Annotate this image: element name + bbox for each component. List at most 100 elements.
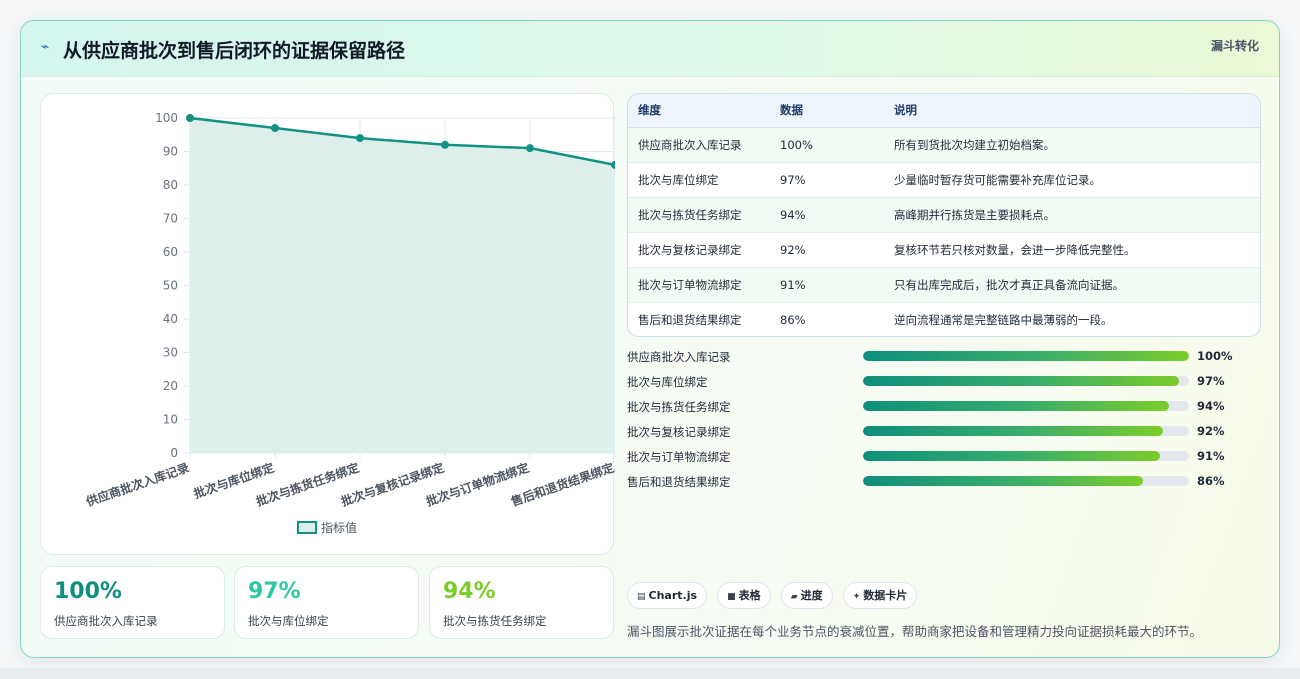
progress-label: 供应商批次入库记录 [627, 350, 731, 364]
cell-note: 高峰期并行拣货是主要损耗点。 [894, 197, 1260, 233]
y-tick-label: 70 [163, 212, 178, 226]
progress-row: 批次与订单物流绑定 91% [627, 447, 1261, 472]
progress-track [863, 376, 1189, 386]
column-header-note[interactable]: 说明 [894, 94, 1260, 128]
chip-label: 进度 [800, 589, 823, 602]
table-row: 售后和退货结果绑定 86% 逆向流程通常是完整链路中最薄弱的一段。 [628, 302, 1260, 336]
y-tick-label: 40 [163, 312, 178, 326]
page-bottom-bar [0, 668, 1300, 679]
chip-progress[interactable]: ▰ 进度 [780, 582, 833, 609]
progress-fill [863, 401, 1170, 411]
tech-chips: ▤ Chart.js ■ 表格 ▰ 进度 ✦ 数据卡片 [627, 582, 922, 610]
progress-track [863, 451, 1189, 461]
category-tag: 漏斗转化 [1210, 39, 1259, 53]
table-row: 批次与拣货任务绑定 94% 高峰期并行拣货是主要损耗点。 [628, 197, 1260, 233]
cell-dimension: 批次与拣货任务绑定 [628, 197, 780, 233]
chart-icon: ▤ [637, 592, 646, 602]
y-tick-label: 50 [163, 279, 178, 293]
table-icon: ■ [727, 592, 736, 602]
cell-dimension: 供应商批次入库记录 [628, 127, 780, 163]
progress-row: 供应商批次入库记录 100% [627, 347, 1261, 372]
chip-label: Chart.js [648, 589, 698, 602]
legend-swatch [297, 521, 317, 534]
stat-label: 批次与库位绑定 [248, 614, 329, 628]
chip-data-card[interactable]: ✦ 数据卡片 [842, 582, 918, 609]
y-tick-label: 10 [163, 413, 178, 427]
stat-card-3: 94% 批次与拣货任务绑定 [429, 566, 614, 639]
progress-row: 批次与复核记录绑定 92% [627, 422, 1261, 447]
cell-value: 94% [780, 197, 894, 233]
y-tick-label: 0 [170, 446, 178, 460]
progress-track [863, 351, 1189, 361]
progress-track [863, 476, 1189, 486]
data-point [356, 134, 364, 143]
data-point [526, 144, 534, 153]
series-line [189, 116, 615, 167]
cell-dimension: 批次与库位绑定 [628, 162, 780, 198]
progress-fill [863, 476, 1144, 486]
progress-fill [863, 451, 1160, 461]
cell-value: 92% [780, 232, 894, 268]
progress-row: 批次与库位绑定 97% [627, 372, 1261, 397]
page-title: 从供应商批次到售后闭环的证据保留路径 [63, 40, 406, 62]
stat-card-1: 100% 供应商批次入库记录 [40, 566, 225, 639]
progress-track [863, 401, 1189, 411]
table-header-row: 维度 数据 说明 [628, 94, 1260, 128]
progress-track [863, 426, 1189, 436]
progress-value: 97% [1197, 374, 1225, 388]
legend-label: 指标值 [321, 520, 357, 535]
y-tick-label: 80 [163, 178, 178, 192]
footnote: 漏斗图展示批次证据在每个业务节点的衰减位置，帮助商家把设备和管理精力投向证据损耗… [627, 624, 1203, 639]
card-header: ⌁ 从供应商批次到售后闭环的证据保留路径 漏斗转化 [21, 21, 1279, 77]
data-point [186, 114, 194, 122]
funnel-card: ⌁ 从供应商批次到售后闭环的证据保留路径 漏斗转化 0 10 20 30 40 50 60 7… [20, 20, 1280, 658]
cell-value: 100% [780, 127, 894, 163]
progress-value: 100% [1197, 349, 1233, 363]
cell-note: 所有到货批次均建立初始档案。 [894, 127, 1260, 163]
chip-table[interactable]: ■ 表格 [717, 582, 771, 609]
stat-label: 供应商批次入库记录 [54, 614, 158, 628]
y-tick-label: 20 [163, 379, 178, 393]
progress-fill [863, 351, 1189, 361]
cell-note: 只有出库完成后，批次才真正具备流向证据。 [894, 267, 1260, 303]
table-row: 批次与复核记录绑定 92% 复核环节若只核对数量，会进一步降低完整性。 [628, 232, 1260, 268]
progress-value: 86% [1197, 474, 1225, 488]
stat-value: 94% [443, 579, 496, 604]
column-header-dimension[interactable]: 维度 [628, 94, 780, 128]
x-tick-label: 供应商批次入库记录 [83, 460, 191, 510]
card-icon: ✦ [852, 592, 861, 602]
chip-chartjs[interactable]: ▤ Chart.js [627, 582, 708, 609]
progress-label: 批次与拣货任务绑定 [627, 400, 731, 414]
data-point [611, 160, 615, 169]
y-tick-label: 60 [163, 245, 178, 259]
stat-value: 97% [248, 579, 301, 604]
cell-note: 少量临时暂存货可能需要补充库位记录。 [894, 162, 1260, 198]
progress-icon: ▰ [790, 592, 798, 602]
cell-dimension: 批次与订单物流绑定 [628, 267, 780, 303]
chip-label: 表格 [738, 589, 761, 602]
progress-fill [863, 376, 1180, 386]
progress-value: 94% [1197, 399, 1225, 413]
progress-row: 批次与拣货任务绑定 94% [627, 397, 1261, 422]
table-row: 批次与订单物流绑定 91% 只有出库完成后，批次才真正具备流向证据。 [628, 267, 1260, 303]
progress-value: 91% [1197, 449, 1225, 463]
stat-value: 100% [54, 579, 122, 604]
stat-card-2: 97% 批次与库位绑定 [234, 566, 419, 639]
column-header-value[interactable]: 数据 [780, 94, 894, 128]
progress-fill [863, 426, 1163, 436]
cell-dimension: 售后和退货结果绑定 [628, 302, 780, 336]
progress-label: 批次与复核记录绑定 [627, 425, 731, 439]
y-tick-label: 30 [163, 346, 178, 360]
cell-dimension: 批次与复核记录绑定 [628, 232, 780, 268]
data-table: 维度 数据 说明 供应商批次入库记录 100% 所有到货批次均建立初始档案。 批… [627, 93, 1261, 337]
stat-label: 批次与拣货任务绑定 [443, 614, 547, 628]
cell-value: 97% [780, 162, 894, 198]
table-row: 批次与库位绑定 97% 少量临时暂存货可能需要补充库位记录。 [628, 162, 1260, 198]
progress-list: 供应商批次入库记录 100% 批次与库位绑定 97% 批次与拣货任务绑定 94%… [627, 347, 1261, 497]
progress-label: 批次与订单物流绑定 [627, 450, 731, 464]
cell-value: 91% [780, 267, 894, 303]
data-point [441, 140, 449, 149]
table-row: 供应商批次入库记录 100% 所有到货批次均建立初始档案。 [628, 127, 1260, 163]
cell-note: 逆向流程通常是完整链路中最薄弱的一段。 [894, 302, 1260, 336]
